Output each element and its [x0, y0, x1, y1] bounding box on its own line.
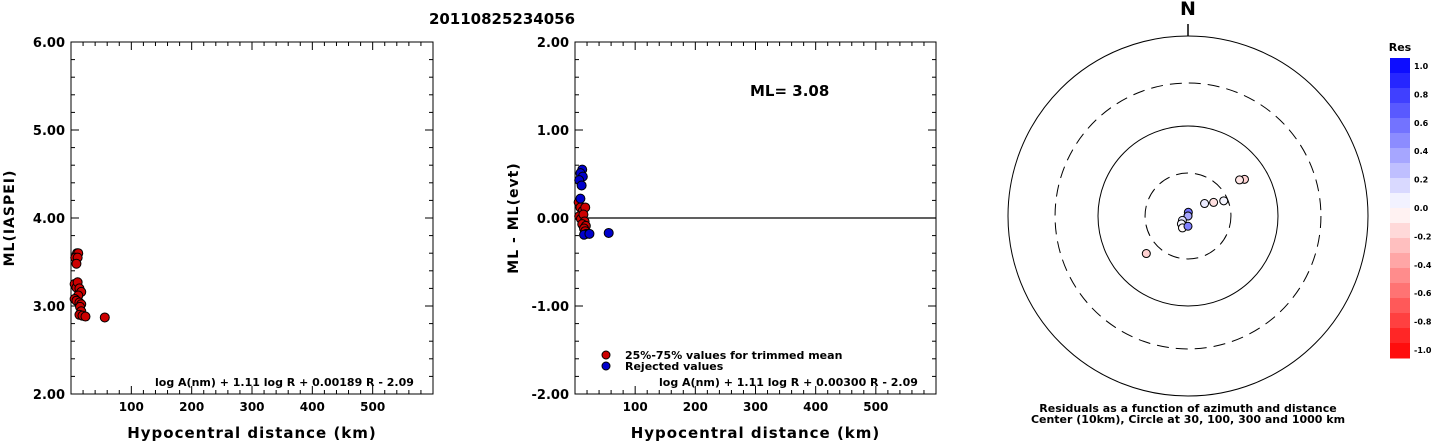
x-tick-label: 500	[863, 400, 888, 414]
figure-title: 20110825234056	[429, 10, 575, 28]
colorbar-swatch	[1390, 343, 1410, 359]
formula-text: log A(nm) + 1.11 log R + 0.00300 R - 2.0…	[659, 376, 918, 389]
colorbar-swatch	[1390, 88, 1410, 104]
rejected-point	[603, 227, 614, 238]
y-tick-label: -2.00	[532, 388, 569, 403]
x-axis-label: Hypocentral distance (km)	[631, 424, 881, 441]
colorbar-label: 0.8	[1414, 90, 1429, 99]
legend-marker	[601, 350, 611, 360]
colorbar-swatch	[1390, 268, 1410, 284]
x-tick-label: 100	[623, 400, 648, 414]
data-point	[71, 258, 82, 269]
colorbar-label: 0.6	[1414, 119, 1429, 128]
y-axis-label: ML - ML(evt)	[506, 162, 522, 273]
distance-ring	[1144, 172, 1232, 260]
colorbar-swatch	[1390, 328, 1410, 344]
distance-ring	[1054, 82, 1322, 350]
colorbar-swatch	[1390, 148, 1410, 164]
station-residual-point	[1235, 175, 1245, 185]
legend-label: Rejected values	[625, 360, 724, 373]
colorbar-label: 1.0	[1414, 62, 1429, 71]
y-tick-label: 2.00	[537, 36, 569, 51]
y-tick-label: 5.00	[33, 124, 65, 139]
colorbar-swatch	[1390, 253, 1410, 269]
colorbar-label: -0.8	[1414, 318, 1432, 327]
ml-annotation: ML= 3.08	[750, 82, 829, 100]
x-tick-label: 200	[179, 400, 204, 414]
colorbar-swatch	[1390, 238, 1410, 254]
y-tick-label: 1.00	[537, 124, 569, 139]
x-tick-label: 300	[239, 400, 264, 414]
x-tick-label: 400	[300, 400, 325, 414]
formula-text: log A(nm) + 1.11 log R + 0.00189 R - 2.0…	[155, 376, 414, 389]
colorbar-swatch	[1390, 118, 1410, 134]
colorbar-swatch	[1390, 73, 1410, 89]
colorbar-swatch	[1390, 163, 1410, 179]
data-point	[80, 311, 91, 322]
plot-frame	[70, 41, 434, 395]
station-residual-point	[1209, 197, 1219, 207]
colorbar-swatch	[1390, 313, 1410, 329]
colorbar-swatch	[1390, 133, 1410, 149]
colorbar-label: -0.4	[1414, 261, 1432, 270]
rejected-point	[584, 228, 595, 239]
colorbar-swatch	[1390, 298, 1410, 314]
colorbar-swatch	[1390, 193, 1410, 209]
y-tick-label: 3.00	[33, 300, 65, 315]
x-tick-label: 200	[683, 400, 708, 414]
colorbar-swatch	[1390, 208, 1410, 224]
rejected-point	[576, 180, 587, 191]
station-residual-point	[1141, 249, 1151, 259]
colorbar-title: Res	[1389, 41, 1412, 54]
legend-marker	[601, 361, 611, 371]
rejected-point	[575, 193, 586, 204]
y-axis-label: ML(IASPEI)	[2, 170, 18, 267]
ml-vs-distance-plot: 100 200 300 400 500 6.00 5.00 4.00 3.00 2.00 Hypoc…	[2, 36, 434, 441]
polar-caption-line2: Center (10km), Circle at 30, 100, 300 an…	[1031, 413, 1345, 426]
y-tick-label: 0.00	[537, 212, 569, 227]
x-tick-label: 300	[743, 400, 768, 414]
y-tick-label: 6.00	[33, 36, 65, 51]
colorbar-label: -0.6	[1414, 289, 1432, 298]
colorbar-swatch	[1390, 103, 1410, 119]
north-label: N	[1180, 0, 1196, 20]
y-tick-label: -1.00	[532, 300, 569, 315]
colorbar-label: 0.4	[1414, 147, 1429, 156]
colorbar-swatch	[1390, 283, 1410, 299]
station-residual-point	[1200, 199, 1210, 209]
colorbar-label: -0.2	[1414, 232, 1432, 241]
colorbar-label: 0.0	[1414, 204, 1429, 213]
x-tick-label: 100	[119, 400, 144, 414]
x-axis-label: Hypocentral distance (km)	[127, 424, 377, 441]
x-tick-label: 400	[803, 400, 828, 414]
station-residual-point	[1219, 196, 1229, 206]
y-tick-label: 2.00	[33, 388, 65, 403]
polar-caption-line1: Residuals as a function of azimuth and d…	[1039, 402, 1336, 415]
x-tick-label: 500	[360, 400, 385, 414]
colorbar-label: 0.2	[1414, 176, 1428, 185]
colorbar-swatch	[1390, 223, 1410, 239]
data-point	[99, 312, 110, 323]
distance-ring	[1097, 125, 1279, 307]
colorbar-swatch	[1390, 58, 1410, 74]
y-tick-label: 4.00	[33, 212, 65, 227]
colorbar-swatch	[1390, 178, 1410, 194]
colorbar-label: -1.0	[1414, 346, 1432, 355]
residual-vs-distance-plot: 100 200 300 400 500 2.00 1.00 0.00 -1.00 -2.00 Hyp…	[506, 36, 937, 441]
station-residual-point	[1183, 221, 1193, 231]
legend-label: 25%-75% values for trimmed mean	[625, 349, 842, 362]
azimuth-residual-polar-plot: N Residuals as a function of azimuth and …	[1007, 0, 1432, 426]
